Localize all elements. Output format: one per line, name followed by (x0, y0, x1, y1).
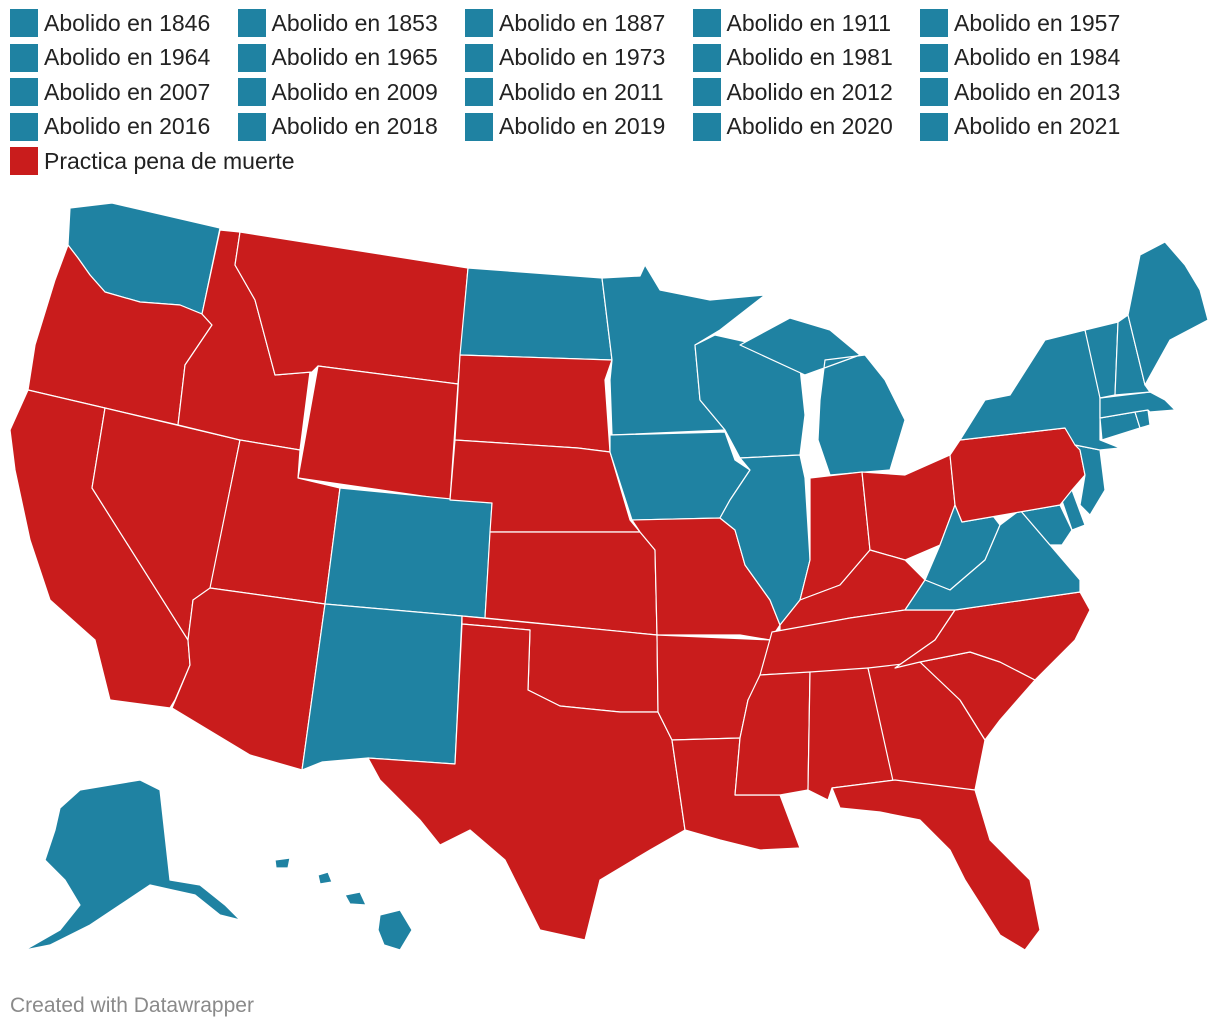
legend-label: Abolido en 1853 (271, 9, 438, 36)
state-florida (831, 779, 1041, 951)
legend-label: Abolido en 1957 (954, 9, 1121, 36)
legend-item: Abolido en 2021 (920, 112, 1120, 142)
legend-item: Abolido en 2007 (10, 77, 210, 107)
legend-item: Abolido en 2011 (465, 77, 664, 107)
legend-label: Abolido en 1984 (954, 44, 1121, 70)
legend-item: Abolido en 2016 (10, 112, 210, 142)
legend-swatch (10, 78, 38, 106)
state-new-hampshire (1114, 314, 1151, 396)
state-alaska (24, 779, 241, 951)
legend-item: Abolido en 1981 (692, 43, 893, 73)
legend-label: Abolido en 1964 (44, 44, 211, 70)
state-north-carolina (894, 591, 1091, 681)
legend-item: Abolido en 2013 (920, 77, 1120, 107)
legend-item: Abolido en 2020 (692, 112, 893, 142)
legend-swatch (465, 78, 493, 106)
legend-item: Practica pena de muerte (10, 146, 295, 176)
legend-label: Abolido en 1981 (726, 44, 893, 70)
state-new-mexico (301, 603, 463, 771)
state-colorado (324, 487, 493, 619)
legend-item: Abolido en 2012 (692, 77, 893, 107)
legend-swatch (920, 43, 948, 72)
legend-label: Abolido en 2012 (726, 78, 893, 105)
legend-swatch (10, 147, 38, 175)
legend-item: Abolido en 1846 (10, 8, 210, 38)
legend-swatch (237, 9, 266, 37)
legend-label: Abolido en 1973 (499, 44, 666, 70)
legend-label: Abolido en 1887 (499, 9, 666, 36)
state-wyoming (297, 365, 459, 501)
legend-item: Abolido en 1887 (465, 8, 665, 38)
legend-item: Abolido en 1957 (920, 8, 1120, 38)
state-massachusetts (1099, 391, 1176, 419)
legend-item: Abolido en 1965 (237, 43, 438, 73)
legend-swatch (920, 112, 948, 141)
state-maine (1127, 241, 1209, 386)
legend-label: Abolido en 2020 (726, 113, 893, 139)
legend-label: Abolido en 2009 (271, 78, 438, 105)
legend-swatch (692, 9, 721, 37)
legend-swatch (10, 112, 38, 141)
state-texas (367, 623, 686, 941)
legend-swatch (920, 9, 948, 37)
state-illinois (719, 454, 811, 626)
legend-swatch (465, 9, 493, 37)
state-minnesota (601, 264, 766, 436)
legend-label: Abolido en 1911 (726, 9, 892, 36)
legend-swatch (465, 112, 493, 141)
legend-item: Abolido en 1911 (692, 8, 892, 38)
legend-item: Abolido en 1973 (465, 43, 665, 73)
legend-item: Abolido en 1853 (237, 8, 438, 38)
legend-swatch (692, 78, 721, 106)
legend-swatch (237, 78, 266, 106)
state-wisconsin (694, 334, 806, 459)
legend-label: Abolido en 1846 (44, 9, 211, 36)
legend-label: Abolido en 2007 (44, 78, 211, 105)
legend-swatch (465, 43, 493, 72)
legend-swatch (10, 43, 38, 72)
legend-swatch (920, 78, 948, 106)
legend-item: Abolido en 1964 (10, 43, 210, 73)
legend-label: Abolido en 2019 (499, 113, 666, 139)
legend-label: Abolido en 1965 (271, 44, 438, 70)
state-arizona (171, 587, 326, 771)
state-hawaii (274, 857, 413, 951)
state-south-dakota (454, 354, 613, 453)
legend-label: Practica pena de muerte (44, 147, 295, 174)
legend-label: Abolido en 2021 (954, 113, 1121, 139)
legend-item: Abolido en 2018 (237, 112, 438, 142)
legend-label: Abolido en 2018 (271, 113, 438, 139)
legend-swatch (237, 112, 266, 141)
legend-swatch (237, 43, 266, 72)
legend-swatch (692, 112, 721, 141)
legend-label: Abolido en 2013 (954, 78, 1121, 105)
legend-item: Abolido en 1984 (920, 43, 1120, 73)
state-north-dakota (459, 267, 613, 361)
legend-label: Abolido en 2016 (44, 113, 211, 139)
legend-item: Abolido en 2019 (465, 112, 665, 142)
legend-item: Abolido en 2009 (237, 77, 438, 107)
state-new-jersey (1074, 444, 1106, 516)
state-michigan (739, 317, 906, 476)
legend-label: Abolido en 2011 (499, 78, 664, 105)
state-kansas (484, 531, 658, 636)
legend-swatch (692, 43, 721, 72)
datawrapper-credit[interactable]: Created with Datawrapper (10, 994, 254, 1017)
legend-swatch (10, 9, 38, 37)
us-map (9, 202, 1209, 951)
